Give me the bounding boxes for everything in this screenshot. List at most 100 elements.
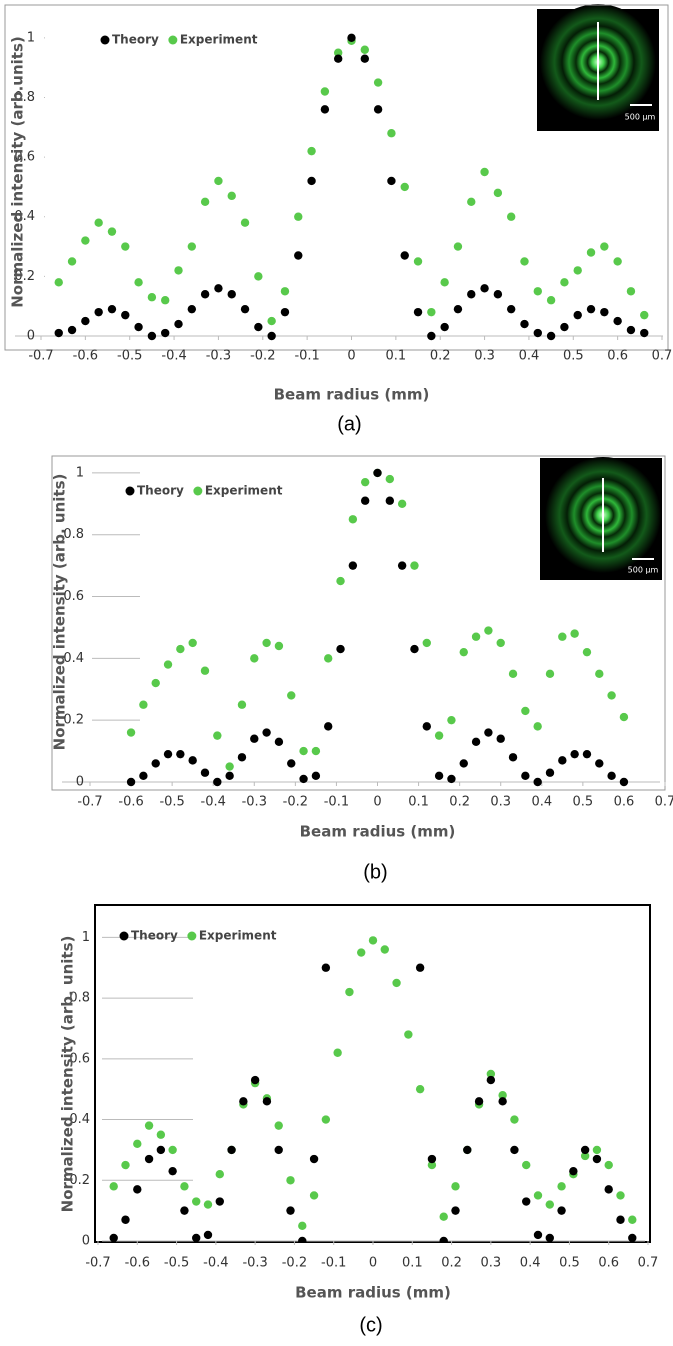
data-point: [121, 1161, 129, 1169]
data-point: [94, 308, 102, 316]
x-tick-label: 0.7: [655, 795, 673, 810]
data-point: [374, 78, 382, 86]
x-tick-label: 0.5: [563, 349, 584, 364]
caption: (b): [363, 861, 387, 883]
data-point: [127, 728, 135, 736]
data-point: [546, 1234, 554, 1242]
data-point: [587, 248, 595, 256]
data-point: [188, 305, 196, 313]
legend-label: Experiment: [205, 484, 283, 498]
x-tick-label: -0.1: [294, 349, 319, 364]
data-point: [613, 257, 621, 265]
x-tick-label: 0.3: [474, 349, 495, 364]
data-point: [214, 177, 222, 185]
data-point: [134, 278, 142, 286]
data-point: [157, 1146, 165, 1154]
data-point: [387, 177, 395, 185]
data-point: [238, 753, 246, 761]
data-point: [134, 323, 142, 331]
data-point: [322, 1115, 330, 1123]
data-point: [414, 308, 422, 316]
x-tick-label: -0.2: [283, 795, 308, 810]
data-point: [640, 311, 648, 319]
data-point: [560, 278, 568, 286]
legend-marker: [101, 36, 110, 45]
x-tick-label: 0.3: [481, 1256, 502, 1271]
data-point: [241, 218, 249, 226]
x-tick-label: 0: [347, 349, 355, 364]
data-point: [520, 257, 528, 265]
data-point: [497, 735, 505, 743]
data-point: [454, 242, 462, 250]
x-axis-label: Beam radius (mm): [295, 1284, 451, 1302]
data-point: [427, 308, 435, 316]
x-tick-label: -0.4: [203, 1256, 228, 1271]
data-point: [581, 1146, 589, 1154]
data-point: [157, 1131, 165, 1139]
x-tick-label: 0: [369, 1256, 377, 1271]
data-point: [534, 329, 542, 337]
inset-b: 500 μm: [540, 457, 662, 580]
legend-label: Theory: [131, 929, 178, 943]
data-point: [180, 1182, 188, 1190]
data-point: [447, 716, 455, 724]
data-point: [574, 311, 582, 319]
data-point: [281, 287, 289, 295]
data-point: [507, 213, 515, 221]
data-point: [176, 750, 184, 758]
data-point: [607, 691, 615, 699]
data-point: [361, 54, 369, 62]
x-tick-label: 0.3: [490, 795, 511, 810]
y-tick-label: 0: [27, 329, 35, 344]
data-point: [267, 332, 275, 340]
data-point: [227, 1146, 235, 1154]
data-point: [310, 1155, 318, 1163]
x-tick-label: 0.2: [441, 1256, 462, 1271]
data-point: [607, 772, 615, 780]
x-axis-label: Beam radius (mm): [300, 823, 456, 841]
data-point: [287, 691, 295, 699]
data-point: [401, 251, 409, 259]
x-tick-label: 0.7: [638, 1256, 659, 1271]
data-point: [480, 168, 488, 176]
data-point: [509, 753, 517, 761]
data-point: [522, 1161, 530, 1169]
data-point: [569, 1167, 577, 1175]
data-point: [310, 1191, 318, 1199]
data-point: [254, 272, 262, 280]
data-point: [110, 1182, 118, 1190]
inset-scale: 500 μm: [625, 113, 656, 122]
data-point: [286, 1206, 294, 1214]
data-point: [410, 561, 418, 569]
data-point: [574, 266, 582, 274]
data-point: [213, 778, 221, 786]
data-point: [228, 290, 236, 298]
data-point: [460, 648, 468, 656]
data-point: [263, 1097, 271, 1105]
data-point: [152, 759, 160, 767]
data-point: [428, 1155, 436, 1163]
legend-marker: [168, 36, 177, 45]
data-point: [251, 1076, 259, 1084]
data-point: [494, 290, 502, 298]
caption: (a): [337, 413, 361, 435]
y-tick-label: 1: [27, 30, 35, 45]
data-point: [110, 1234, 118, 1242]
data-point: [616, 1191, 624, 1199]
x-tick-label: -0.6: [118, 795, 143, 810]
data-point: [460, 759, 468, 767]
data-point: [605, 1161, 613, 1169]
data-point: [558, 633, 566, 641]
data-point: [369, 235, 377, 243]
data-point: [262, 728, 270, 736]
x-tick-label: -0.4: [161, 349, 186, 364]
data-point: [275, 1121, 283, 1129]
data-point: [593, 1155, 601, 1163]
data-point: [386, 475, 394, 483]
data-point: [547, 296, 555, 304]
data-point: [620, 778, 628, 786]
data-point: [440, 278, 448, 286]
data-point: [188, 756, 196, 764]
data-point: [324, 654, 332, 662]
data-point: [294, 251, 302, 259]
